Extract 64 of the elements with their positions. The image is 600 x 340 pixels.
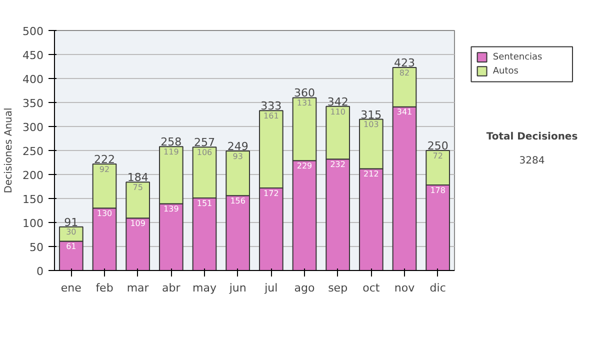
y-tick-label: 350 (22, 97, 44, 110)
x-tick-label: oct (362, 282, 380, 294)
data-label: 156 (230, 196, 246, 206)
x-tick-label: nov (394, 282, 416, 294)
total-label: 91 (64, 216, 78, 229)
x-tick-label: ago (294, 282, 315, 294)
data-label: 93 (232, 152, 243, 161)
total-label: 249 (227, 140, 248, 154)
y-tick-label: 50 (30, 241, 44, 254)
data-label: 72 (432, 151, 443, 160)
data-label: 341 (396, 108, 412, 117)
x-tick-label: abr (162, 282, 181, 294)
data-label: 30 (66, 228, 76, 237)
total-label: 333 (260, 100, 282, 113)
data-label: 119 (164, 148, 179, 157)
total-label: 258 (160, 136, 182, 149)
x-tick-label: mar (126, 282, 150, 294)
data-label: 61 (66, 242, 76, 252)
y-tick-label: 300 (22, 121, 44, 134)
x-tick-label: dic (430, 282, 446, 294)
data-label: 75 (132, 183, 143, 192)
total-label: 360 (294, 86, 315, 100)
x-tick-label: may (192, 282, 217, 294)
text: 3284 (519, 155, 545, 166)
y-tick-label: 450 (22, 49, 44, 62)
x-tick-label: feb (96, 282, 114, 294)
data-label: 106 (196, 148, 212, 158)
data-label: 110 (330, 107, 346, 116)
x-tick-label: jun (228, 282, 246, 294)
data-label: 172 (264, 188, 279, 198)
data-label: 130 (96, 209, 112, 218)
data-label: 139 (164, 204, 179, 214)
x-tick-label: sep (328, 282, 348, 294)
data-label: 131 (296, 98, 312, 108)
total-label: 423 (394, 56, 415, 70)
text: Total Decisiones (486, 131, 578, 142)
data-label: 92 (99, 164, 110, 174)
y-tick-label: 100 (22, 217, 44, 230)
data-label: 151 (196, 198, 212, 208)
data-label: 82 (399, 68, 410, 78)
y-tick-label: 200 (22, 169, 44, 182)
data-label: 178 (430, 186, 446, 195)
total-label: 342 (327, 95, 348, 108)
data-label: 161 (264, 112, 279, 121)
x-tick-label: jul (264, 282, 278, 294)
total-label: 257 (194, 136, 215, 150)
y-tick-label: 150 (22, 193, 44, 206)
total-label: 222 (94, 152, 115, 166)
y-tick-label: 250 (22, 145, 44, 158)
total-label: 184 (127, 171, 148, 184)
y-tick-label: 400 (22, 73, 44, 86)
data-label: 212 (364, 170, 379, 179)
legend-label: Autos (492, 66, 519, 76)
total-label: 315 (360, 108, 382, 122)
x-tick-label: ene (60, 282, 82, 294)
data-label: 229 (296, 162, 312, 170)
y-tick-label: 500 (22, 25, 44, 38)
y-tick-label: 0 (36, 265, 44, 278)
y-axis-title: Decisiones Anual (4, 108, 15, 194)
data-label: 109 (130, 219, 146, 228)
legend-label: Sentencias (492, 52, 543, 62)
data-label: 103 (364, 120, 379, 130)
total-label: 250 (427, 140, 448, 153)
data-label: 232 (330, 160, 346, 170)
